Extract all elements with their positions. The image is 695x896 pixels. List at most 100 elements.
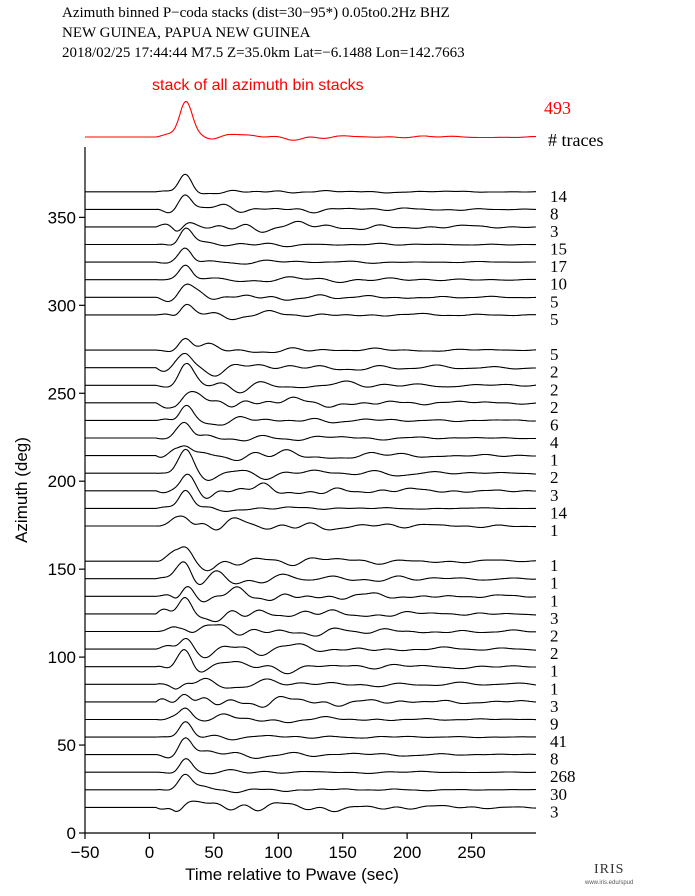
y-tick-label: 0 (67, 824, 76, 843)
azimuth-trace (85, 448, 537, 481)
trace-count: 2 (550, 627, 559, 646)
x-axis-ticks: −50 0 50 100 150 200 250 (71, 833, 486, 862)
azimuth-trace (85, 173, 536, 195)
header-region-line: NEW GUINEA, PAPUA NEW GUINEA (62, 25, 311, 41)
trace-count: 4 (550, 433, 559, 452)
trace-count: 14 (550, 187, 568, 206)
azimuth-trace (85, 721, 536, 741)
trace-count: 5 (550, 345, 559, 364)
header-title-line: Azimuth binned P−coda stacks (dist=30−95… (62, 5, 450, 21)
trace-count: 17 (550, 257, 568, 276)
azimuth-trace (85, 473, 537, 499)
y-axis-ticks: 0 50 100 150 200 250 300 350 (48, 208, 85, 843)
trace-count: 1 (550, 451, 559, 470)
azimuth-trace (85, 773, 537, 794)
azimuth-trace (85, 597, 536, 623)
azimuth-trace (85, 677, 537, 690)
x-tick-label: 100 (264, 843, 292, 862)
y-tick-label: 200 (48, 472, 76, 491)
azimuth-trace (85, 194, 536, 214)
trace-count: 14 (550, 503, 568, 522)
azimuth-trace (85, 800, 536, 813)
x-tick-label: 0 (145, 843, 154, 862)
x-tick-label: 200 (393, 843, 421, 862)
trace-count: 1 (550, 556, 559, 575)
azimuth-trace (85, 404, 536, 426)
trace-count: 2 (550, 380, 559, 399)
trace-count-header: # traces (548, 130, 603, 150)
azimuth-trace (85, 303, 536, 321)
trace-count: 3 (550, 802, 559, 821)
trace-count: 268 (550, 767, 576, 786)
azimuth-trace (85, 561, 537, 586)
trace-count: 1 (550, 662, 559, 681)
azimuth-trace (85, 445, 536, 462)
trace-count: 10 (550, 275, 567, 294)
trace-count: 5 (550, 310, 559, 329)
azimuth-trace (85, 390, 537, 409)
azimuth-trace (85, 283, 536, 303)
trace-count: 5 (550, 292, 559, 311)
iris-logo: IRIS www.iris.edu/spud (584, 862, 633, 886)
azimuth-trace (85, 421, 537, 442)
trace-count: 3 (550, 486, 559, 505)
azimuth-trace (85, 586, 537, 603)
azimuth-trace (85, 693, 536, 708)
trace-count: 9 (550, 714, 559, 733)
trace-count: 1 (550, 574, 559, 593)
trace-count: 41 (550, 732, 567, 751)
trace-count: 2 (550, 363, 559, 382)
y-tick-label: 100 (48, 648, 76, 667)
iris-logo-text: IRIS (594, 862, 624, 877)
azimuth-trace (85, 758, 536, 775)
azimuth-trace (85, 362, 537, 394)
azimuth-trace (85, 737, 537, 759)
azimuth-trace (85, 337, 537, 354)
header-event-line: 2018/02/25 17:44:44 M7.5 Z=35.0km Lat=−6… (62, 45, 465, 61)
azimuth-trace (85, 220, 536, 233)
trace-count: 1 (550, 591, 559, 610)
trace-count: 3 (550, 222, 559, 241)
azimuth-trace (85, 707, 537, 724)
trace-count: 2 (550, 398, 559, 417)
azimuth-trace (85, 546, 536, 572)
trace-count: 3 (550, 697, 559, 716)
y-tick-label: 300 (48, 296, 76, 315)
overall-stack-label: stack of all azimuth bin stacks (152, 77, 364, 94)
y-tick-label: 150 (48, 560, 76, 579)
x-tick-label: 50 (204, 843, 223, 862)
trace-count: 8 (550, 204, 559, 223)
azimuth-trace (85, 264, 536, 284)
x-tick-label: 250 (457, 843, 485, 862)
y-tick-label: 50 (57, 736, 76, 755)
x-axis-title: Time relative to Pwave (sec) (185, 865, 399, 884)
iris-logo-url: www.iris.edu/spud (584, 880, 633, 886)
azimuth-trace (85, 227, 536, 248)
trace-count: 8 (550, 750, 559, 769)
trace-count: 3 (550, 609, 559, 628)
trace-count: 2 (550, 644, 559, 663)
trace-count-labels: 1483151710555222641231411113221139418268… (550, 187, 576, 822)
overall-stack-trace (85, 100, 536, 141)
azimuth-trace (85, 352, 536, 377)
trace-count: 15 (550, 240, 567, 259)
y-tick-label: 350 (48, 208, 76, 227)
azimuth-trace (85, 247, 536, 265)
trace-count: 1 (550, 679, 559, 698)
azimuth-trace (85, 489, 536, 512)
trace-count: 1 (550, 521, 559, 540)
azimuth-trace (85, 637, 537, 659)
y-tick-label: 250 (48, 384, 76, 403)
x-tick-label: 150 (329, 843, 357, 862)
trace-count: 2 (550, 468, 559, 487)
trace-count: 6 (550, 415, 559, 434)
azimuth-trace (85, 624, 536, 637)
azimuth-trace (85, 649, 536, 675)
overall-stack-count: 493 (544, 98, 571, 118)
azimuth-stack-traces (85, 173, 537, 813)
x-tick-label: −50 (71, 843, 100, 862)
plot-axes (84, 147, 536, 834)
azimuth-trace (85, 515, 536, 531)
trace-count: 30 (550, 785, 567, 804)
